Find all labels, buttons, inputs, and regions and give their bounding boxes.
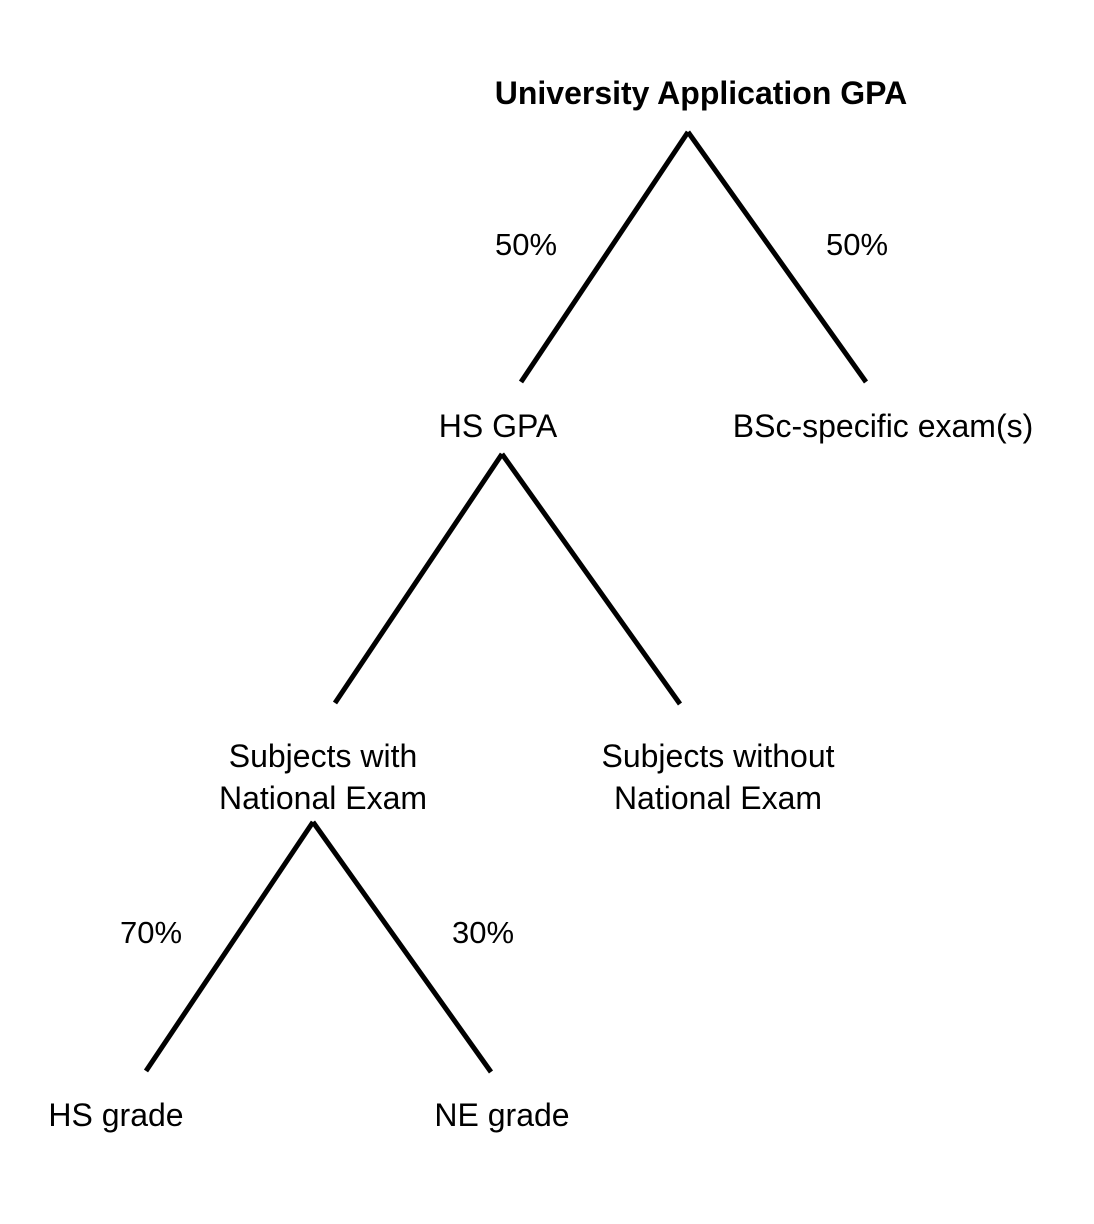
edge-subjects-with-ne-to-ne-grade xyxy=(310,820,494,1074)
node-subjects-without-ne-line1: Subjects without xyxy=(601,738,835,774)
edge-subjects-with-ne-to-hs-grade xyxy=(143,820,316,1073)
edge-hs-gpa-to-subjects-with-ne xyxy=(332,452,505,705)
node-hs-grade-label: HS grade xyxy=(48,1097,184,1133)
node-subjects-without-ne-line2: National Exam xyxy=(613,780,823,816)
edge-hs-gpa-to-subjects-without-ne xyxy=(499,452,683,706)
root-node-label: University Application GPA xyxy=(494,75,908,111)
node-subjects-with-ne-line1: Subjects with xyxy=(228,738,418,774)
node-subjects-without-ne-label: Subjects without National Exam xyxy=(601,735,834,819)
weight-root-to-hs-gpa: 50% xyxy=(495,227,558,262)
node-subjects-with-ne-label: Subjects with National Exam xyxy=(219,735,427,819)
weight-with-ne-to-ne-grade: 30% xyxy=(452,915,515,950)
node-hs-gpa-label: HS GPA xyxy=(438,408,558,444)
edge-root-to-bsc-exam xyxy=(685,130,869,384)
node-ne-grade-label: NE grade xyxy=(434,1097,570,1133)
weight-root-to-bsc-exam: 50% xyxy=(826,227,889,262)
node-subjects-with-ne-line2: National Exam xyxy=(218,780,428,816)
edge-root-to-hs-gpa xyxy=(518,130,691,384)
node-bsc-exam-label: BSc-specific exam(s) xyxy=(732,408,1034,444)
weight-with-ne-to-hs-grade: 70% xyxy=(120,915,183,950)
